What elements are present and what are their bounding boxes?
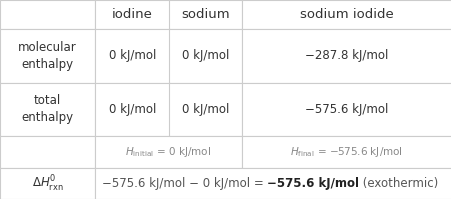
Bar xyxy=(95,29,169,83)
Bar xyxy=(169,0,241,29)
Bar xyxy=(95,83,169,136)
Text: $\Delta H^0_{\rm rxn}$: $\Delta H^0_{\rm rxn}$ xyxy=(32,174,63,194)
Text: total
enthalpy: total enthalpy xyxy=(21,95,74,124)
Text: $H_{\rm initial}$ = 0 kJ/mol: $H_{\rm initial}$ = 0 kJ/mol xyxy=(125,145,211,159)
Bar xyxy=(0,168,95,199)
Text: molecular
enthalpy: molecular enthalpy xyxy=(18,41,77,71)
Text: 0 kJ/mol: 0 kJ/mol xyxy=(182,49,229,62)
Bar xyxy=(241,29,451,83)
Bar xyxy=(95,168,451,199)
Text: 0 kJ/mol: 0 kJ/mol xyxy=(108,103,156,116)
Bar xyxy=(169,83,241,136)
Text: −287.8 kJ/mol: −287.8 kJ/mol xyxy=(304,49,388,62)
Bar xyxy=(95,0,169,29)
Bar xyxy=(241,83,451,136)
Bar xyxy=(0,136,95,168)
Bar xyxy=(241,0,451,29)
Text: sodium: sodium xyxy=(181,8,230,21)
Text: (exothermic): (exothermic) xyxy=(359,177,437,190)
Bar xyxy=(241,136,451,168)
Text: −575.6 kJ/mol − 0 kJ/mol =: −575.6 kJ/mol − 0 kJ/mol = xyxy=(101,177,267,190)
Bar xyxy=(0,29,95,83)
Text: iodine: iodine xyxy=(111,8,152,21)
Text: −575.6 kJ/mol: −575.6 kJ/mol xyxy=(267,177,359,190)
Text: $H_{\rm final}$ = −575.6 kJ/mol: $H_{\rm final}$ = −575.6 kJ/mol xyxy=(290,145,402,159)
Bar xyxy=(0,0,95,29)
Text: sodium iodide: sodium iodide xyxy=(299,8,393,21)
Text: −575.6 kJ/mol: −575.6 kJ/mol xyxy=(304,103,388,116)
Text: 0 kJ/mol: 0 kJ/mol xyxy=(108,49,156,62)
Bar xyxy=(95,136,241,168)
Bar xyxy=(169,29,241,83)
Text: 0 kJ/mol: 0 kJ/mol xyxy=(182,103,229,116)
Bar xyxy=(0,83,95,136)
